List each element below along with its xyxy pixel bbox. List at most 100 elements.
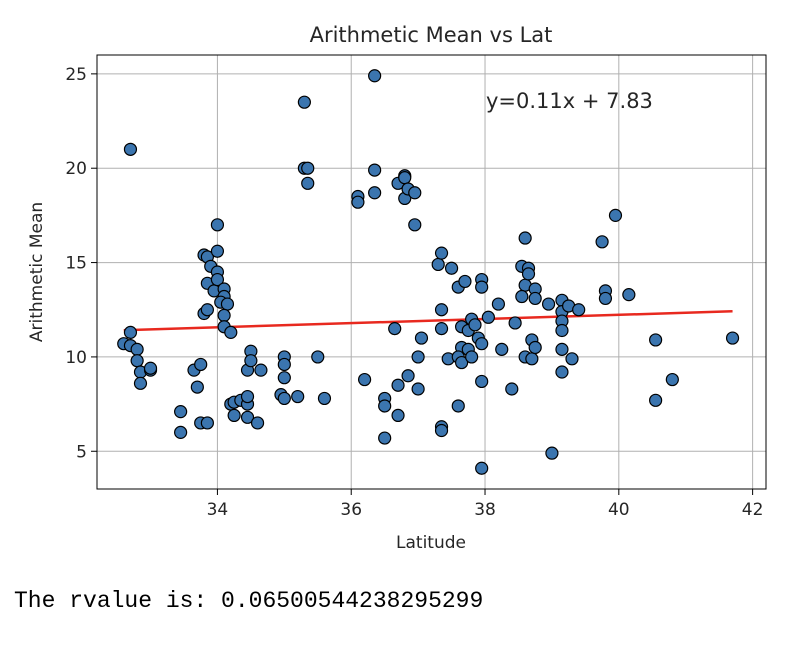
- data-point: [434, 303, 449, 317]
- data-point: [528, 340, 542, 355]
- x-tick-label: 40: [608, 500, 630, 520]
- data-point: [434, 246, 449, 260]
- data-point: [518, 231, 532, 245]
- data-point: [210, 218, 225, 232]
- data-point: [378, 431, 392, 445]
- data-point: [200, 303, 214, 317]
- data-point: [434, 322, 449, 336]
- data-point: [505, 382, 519, 396]
- data-point: [475, 461, 489, 475]
- data-point: [250, 416, 265, 430]
- data-point: [254, 363, 268, 377]
- data-point: [391, 408, 405, 423]
- data-point: [649, 393, 663, 407]
- data-point: [190, 380, 204, 394]
- data-point: [133, 376, 148, 390]
- data-point: [411, 350, 425, 364]
- data-point: [465, 350, 479, 364]
- data-point: [491, 297, 505, 311]
- data-point: [434, 423, 449, 438]
- x-tick-label: 34: [207, 500, 229, 520]
- data-point: [368, 163, 382, 177]
- data-point: [665, 372, 679, 387]
- data-point: [174, 425, 188, 439]
- data-point: [368, 69, 382, 83]
- x-tick-label: 38: [474, 500, 496, 520]
- data-point: [210, 272, 225, 287]
- scatter-chart: Arithmetic Mean vs Lat 34 36 38 40 42 5 10 15 20…: [27, 23, 767, 553]
- data-point: [301, 161, 315, 175]
- data-point: [595, 235, 609, 249]
- data-point: [391, 378, 405, 392]
- y-tick-label: 20: [65, 159, 87, 179]
- data-point: [130, 342, 144, 356]
- data-point: [401, 369, 415, 383]
- x-tick-label: 42: [742, 500, 764, 520]
- data-point: [525, 352, 539, 366]
- data-point: [398, 171, 412, 185]
- data-point: [210, 244, 225, 258]
- data-point: [475, 280, 489, 294]
- data-point: [649, 333, 663, 347]
- data-point: [598, 291, 613, 306]
- data-point: [123, 325, 138, 339]
- data-point: [725, 331, 740, 345]
- data-point: [408, 186, 422, 200]
- data-point: [451, 399, 465, 413]
- data-point: [351, 195, 365, 209]
- data-point: [508, 316, 522, 330]
- data-point: [358, 372, 372, 387]
- data-point: [495, 342, 509, 356]
- regression-equation-label: y=0.11x + 7.83: [486, 89, 653, 113]
- points-layer: [117, 69, 740, 475]
- data-point: [622, 288, 636, 302]
- data-point: [555, 365, 569, 379]
- x-axis-label: Latitude: [396, 533, 466, 553]
- data-point: [572, 303, 586, 317]
- axes-ticks: 34 36 38 40 42 5 10 15 20 25: [65, 65, 763, 520]
- data-point: [224, 325, 238, 339]
- data-point: [301, 176, 315, 190]
- data-point: [317, 391, 332, 406]
- grid-lines: [97, 55, 766, 489]
- data-point: [200, 416, 214, 430]
- data-point: [608, 208, 623, 222]
- y-tick-label: 5: [76, 442, 87, 462]
- regression-layer: [123, 310, 733, 332]
- data-point: [368, 186, 382, 200]
- y-axis-label: Arithmetic Mean: [27, 202, 47, 342]
- data-point: [481, 310, 495, 324]
- data-point: [475, 337, 489, 351]
- data-point: [291, 389, 305, 404]
- data-point: [458, 274, 472, 289]
- data-point: [297, 95, 311, 109]
- data-point: [468, 318, 482, 332]
- data-point: [277, 391, 291, 406]
- data-point: [227, 408, 241, 423]
- data-point: [388, 322, 402, 336]
- data-point: [541, 297, 556, 311]
- regression-line: [123, 310, 733, 332]
- data-point: [555, 323, 569, 338]
- data-point: [528, 291, 542, 306]
- data-point: [414, 331, 429, 345]
- y-tick-label: 25: [65, 65, 87, 85]
- data-point: [194, 357, 208, 372]
- data-point: [220, 297, 235, 311]
- y-tick-label: 10: [65, 348, 87, 368]
- chart-title: Arithmetic Mean vs Lat: [310, 23, 553, 47]
- data-point: [311, 350, 325, 364]
- data-point: [545, 446, 559, 460]
- data-point: [555, 342, 569, 356]
- data-point: [130, 354, 144, 368]
- data-point: [174, 405, 188, 419]
- data-point: [475, 374, 489, 389]
- plot-frame: [96, 54, 767, 490]
- data-point: [455, 355, 469, 370]
- data-point: [240, 389, 255, 404]
- rvalue-output: The rvalue is: 0.06500544238295299: [14, 588, 484, 614]
- data-point: [123, 142, 138, 156]
- data-point: [444, 261, 459, 275]
- data-point: [565, 352, 579, 366]
- data-point: [277, 357, 291, 372]
